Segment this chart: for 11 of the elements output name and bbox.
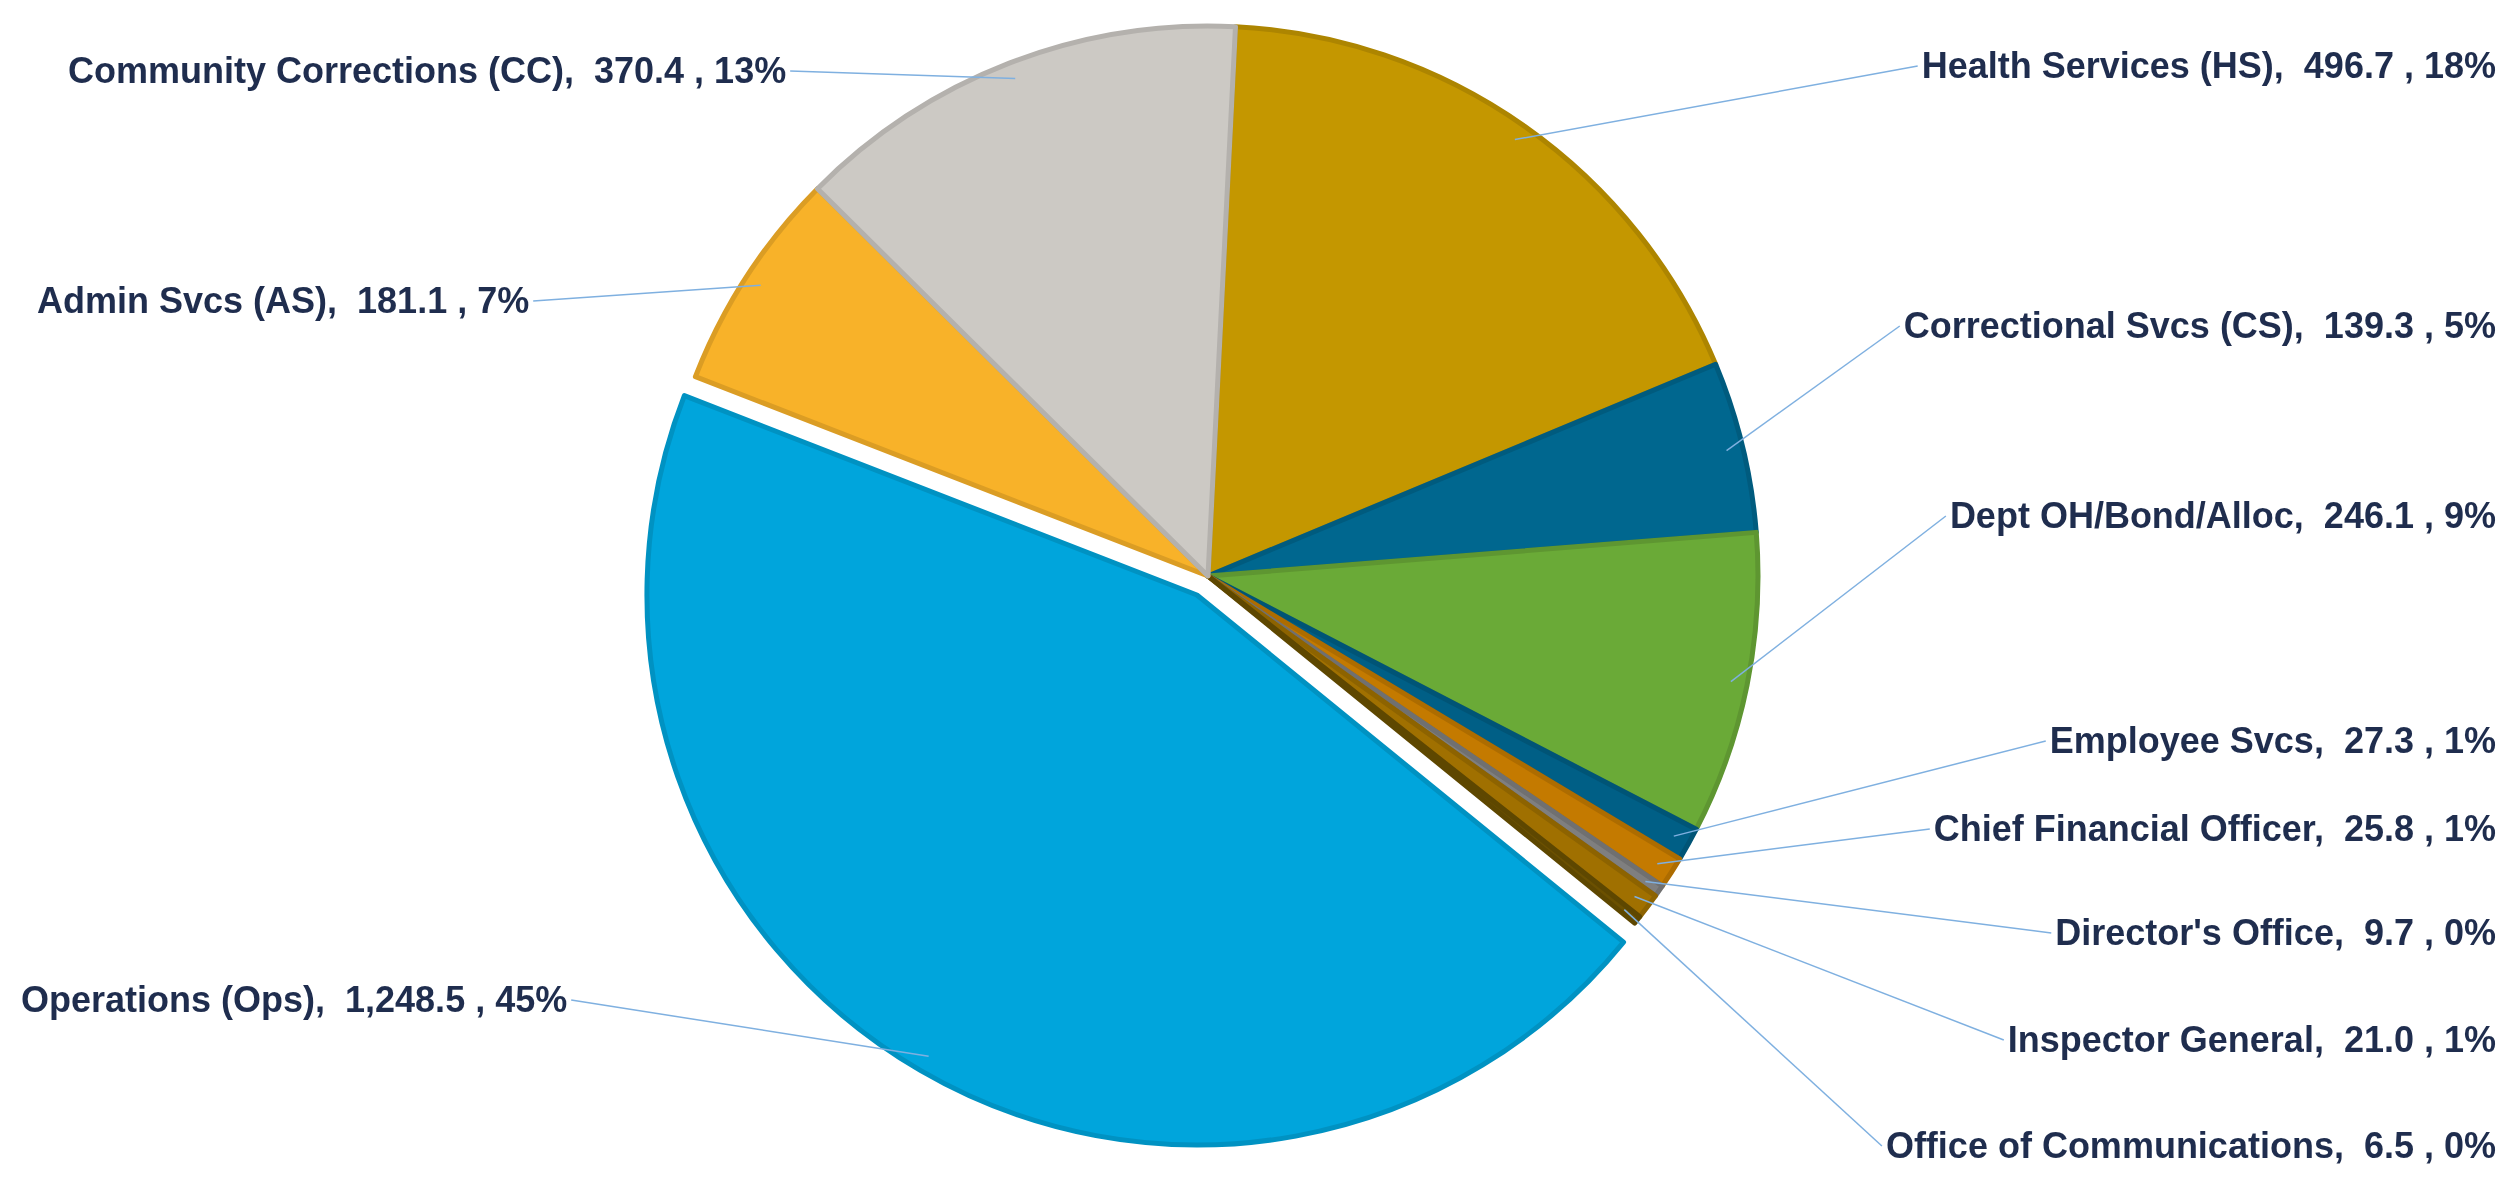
slice-label: Dept OH/Bond/Alloc, 246.1 , 9% bbox=[1949, 495, 2496, 536]
slice-label: Chief Financial Officer, 25.8 , 1% bbox=[1933, 808, 2496, 849]
slice-label: Operations (Ops), 1,248.5 , 45% bbox=[21, 979, 568, 1020]
slice-label: Director's Office, 9.7 , 0% bbox=[2055, 912, 2496, 953]
slice-label: Health Services (HS), 496.7 , 18% bbox=[1921, 45, 2496, 86]
slice-label: Inspector General, 21.0 , 1% bbox=[2007, 1019, 2496, 1060]
slice-label: Office of Communications, 6.5 , 0% bbox=[1885, 1125, 2496, 1166]
slice-label: Correctional Svcs (CS), 139.3 , 5% bbox=[1903, 305, 2496, 346]
slice-label: Admin Svcs (AS), 181.1 , 7% bbox=[37, 280, 530, 321]
slice-label: Employee Svcs, 27.3 , 1% bbox=[2049, 720, 2496, 761]
slice-label: Community Corrections (CC), 370.4 , 13% bbox=[68, 50, 787, 91]
